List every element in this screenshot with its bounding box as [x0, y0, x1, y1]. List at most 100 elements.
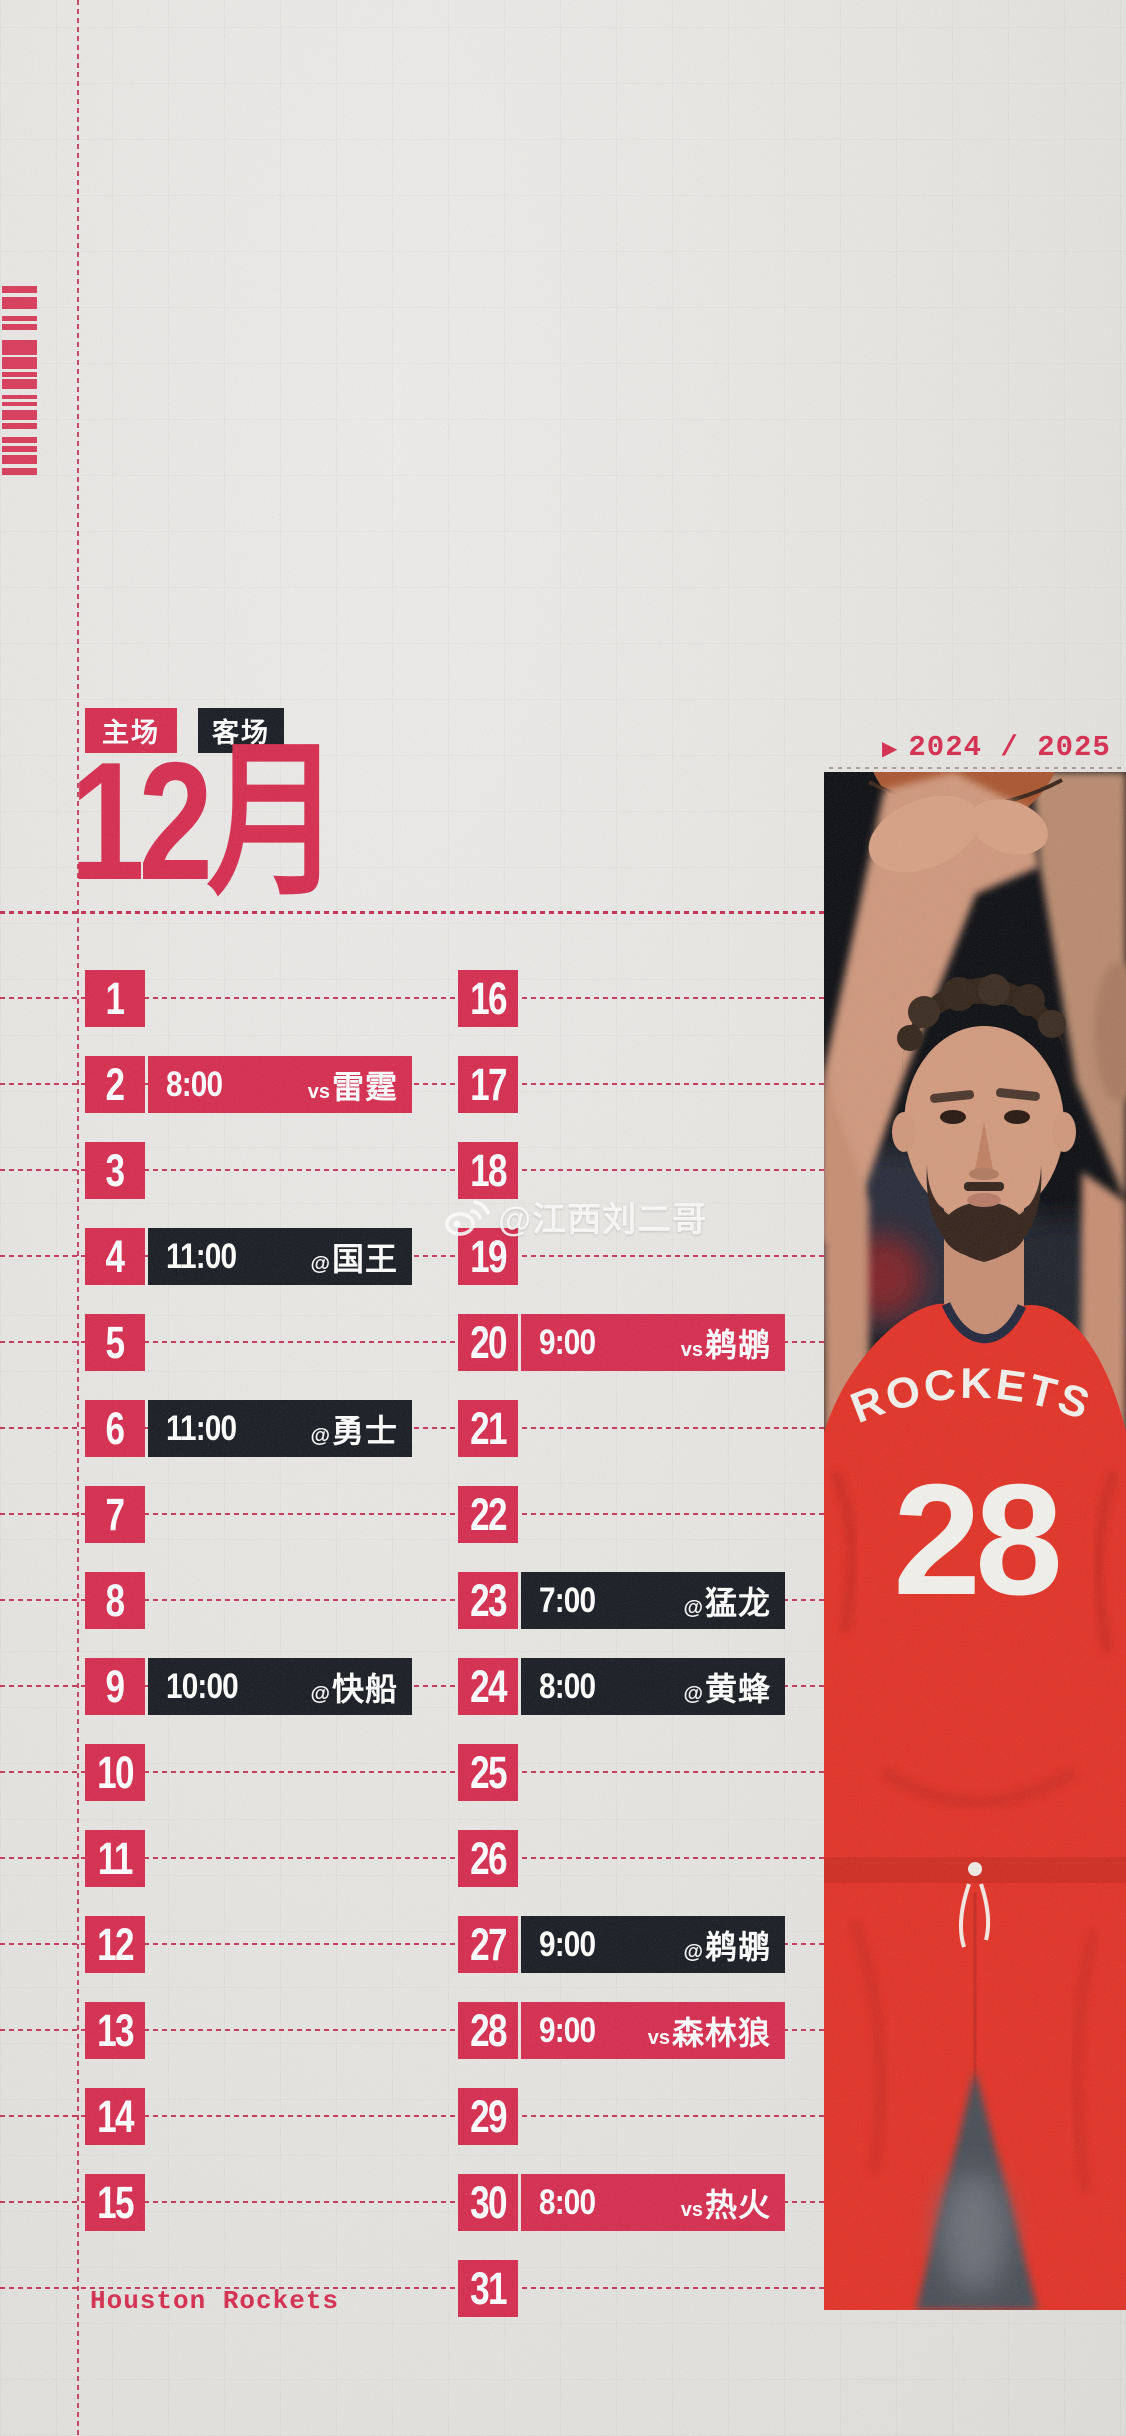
calendar-day-box: 26 [458, 1830, 518, 1887]
barcode-decoration [2, 286, 37, 475]
calendar-day-number: 17 [470, 1058, 507, 1110]
calendar-day-number: 12 [97, 1918, 134, 1970]
opponent-name: 鹈鹕 [704, 1928, 771, 1965]
calendar-day-number: 2 [106, 1058, 126, 1110]
play-triangle-icon: ▶ [882, 735, 899, 760]
player-photo: ROCKETS 28 [824, 772, 1126, 2310]
opponent-name: 快船 [331, 1670, 398, 1707]
calendar-day-box: 8 [85, 1572, 145, 1629]
calendar-day-box: 5 [85, 1314, 145, 1371]
game-time: 9:00 [539, 2010, 596, 2050]
barcode-bar [2, 468, 37, 475]
calendar-day-number: 1 [106, 972, 126, 1024]
watermark: @江西刘二哥 [444, 1192, 707, 1241]
barcode-bar [2, 410, 37, 420]
game-time: 10:00 [166, 1666, 239, 1706]
game-time: 7:00 [539, 1580, 596, 1620]
opponent-name: 猛龙 [704, 1584, 771, 1621]
game-bar: 11:00 @ 勇士 [148, 1400, 412, 1457]
calendar-day-number: 13 [97, 2004, 134, 2056]
calendar-day-number: 30 [470, 2176, 507, 2228]
game-opponent: vs 森林狼 [648, 2008, 771, 2054]
jersey-number: 28 [893, 1452, 1059, 1628]
game-bar: 8:00 @ 黄蜂 [521, 1658, 785, 1715]
game-bar: 8:00 vs 雷霆 [148, 1056, 412, 1113]
calendar-day-number: 14 [97, 2090, 134, 2142]
barcode-bar [2, 437, 37, 443]
calendar-day-number: 9 [106, 1660, 126, 1712]
opponent-name: 森林狼 [671, 2014, 771, 2051]
calendar-day-box: 31 [458, 2260, 518, 2317]
calendar-day-box: 1 [85, 970, 145, 1027]
watermark-text: @江西刘二哥 [498, 1201, 708, 1239]
opponent-name: 雷霆 [331, 1068, 398, 1105]
photo-top-rule [824, 767, 1126, 769]
game-bar: 8:00 vs 热火 [521, 2174, 785, 2231]
venue-prefix: vs [680, 2198, 703, 2221]
season-text: 2024 / 2025 [908, 731, 1111, 764]
calendar-day-box: 25 [458, 1744, 518, 1801]
calendar-day-number: 21 [470, 1402, 507, 1454]
game-opponent: @ 国王 [310, 1234, 398, 1280]
game-bar: 7:00 @ 猛龙 [521, 1572, 785, 1629]
calendar-day-box: 17 [458, 1056, 518, 1113]
calendar-day-box: 22 [458, 1486, 518, 1543]
venue-prefix: @ [683, 1682, 703, 1705]
game-bar: 9:00 @ 鹈鹕 [521, 1916, 785, 1973]
game-bar: 11:00 @ 国王 [148, 1228, 412, 1285]
barcode-bar [2, 340, 37, 355]
game-time: 8:00 [539, 2182, 596, 2222]
opponent-name: 勇士 [331, 1412, 398, 1449]
calendar-day-number: 20 [470, 1316, 507, 1368]
venue-prefix: @ [310, 1252, 330, 1275]
calendar-day-number: 24 [470, 1660, 507, 1712]
game-time: 8:00 [166, 1064, 223, 1104]
opponent-name: 热火 [704, 2186, 771, 2223]
calendar-day-number: 27 [470, 1918, 507, 1970]
barcode-bar [2, 423, 37, 429]
calendar-day-number: 10 [97, 1746, 134, 1798]
calendar-day-number: 8 [106, 1574, 126, 1626]
game-opponent: @ 快船 [310, 1664, 398, 1710]
barcode-bar [2, 316, 37, 321]
calendar-day-box: 23 [458, 1572, 518, 1629]
venue-prefix: vs [680, 1338, 703, 1361]
margin-rule-vertical [77, 0, 79, 2436]
calendar-day-box: 13 [85, 2002, 145, 2059]
calendar-day-box: 14 [85, 2088, 145, 2145]
barcode-bar [2, 402, 37, 406]
calendar-day-number: 11 [97, 1832, 134, 1884]
calendar-day-number: 28 [470, 2004, 507, 2056]
calendar-day-box: 3 [85, 1142, 145, 1199]
barcode-bar [2, 372, 37, 377]
game-bar: 9:00 vs 鹈鹕 [521, 1314, 785, 1371]
calendar-day-box: 7 [85, 1486, 145, 1543]
game-opponent: @ 黄蜂 [683, 1664, 771, 1710]
calendar-day-number: 26 [470, 1832, 507, 1884]
calendar-day-number: 18 [470, 1144, 507, 1196]
barcode-bar [2, 395, 37, 399]
barcode-bar [2, 286, 37, 293]
game-time: 9:00 [539, 1322, 596, 1362]
shorts-logo [968, 1862, 982, 1876]
calendar-day-box: 4 [85, 1228, 145, 1285]
barcode-bar [2, 446, 37, 452]
calendar-day-box: 16 [458, 970, 518, 1027]
game-time: 9:00 [539, 1924, 596, 1964]
calendar-day-box: 10 [85, 1744, 145, 1801]
calendar-day-box: 12 [85, 1916, 145, 1973]
opponent-name: 国王 [331, 1240, 398, 1277]
game-bar: 10:00 @ 快船 [148, 1658, 412, 1715]
calendar-day-box: 21 [458, 1400, 518, 1457]
venue-prefix: @ [683, 1596, 703, 1619]
calendar-day-box: 20 [458, 1314, 518, 1371]
game-bar: 9:00 vs 森林狼 [521, 2002, 785, 2059]
game-opponent: vs 雷霆 [308, 1062, 398, 1108]
calendar-day-number: 4 [106, 1230, 126, 1282]
calendar-day-box: 30 [458, 2174, 518, 2231]
calendar-day-box: 6 [85, 1400, 145, 1457]
month-title: 12月 [70, 727, 341, 915]
calendar-day-number: 7 [106, 1488, 126, 1540]
calendar-day-number: 22 [470, 1488, 507, 1540]
calendar-day-box: 24 [458, 1658, 518, 1715]
